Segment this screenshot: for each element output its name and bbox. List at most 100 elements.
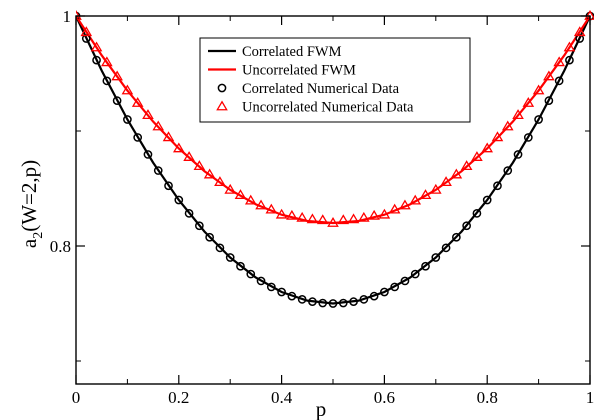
data-point-circle-2-16 — [236, 261, 245, 271]
x-tick-label: 0.8 — [477, 388, 498, 407]
data-point-triangle-3-18 — [255, 199, 267, 210]
data-point-triangle-3-35 — [429, 183, 442, 194]
data-point-triangle-3-21 — [286, 209, 298, 220]
data-point-triangle-3-24 — [316, 214, 329, 225]
data-point-circle-2-46 — [544, 96, 554, 105]
x-tick-label: 0.2 — [168, 388, 189, 407]
data-point-circle-2-32 — [400, 276, 410, 286]
x-tick-label: 0.4 — [271, 388, 293, 407]
data-point-triangle-3-17 — [244, 194, 257, 205]
data-point-triangle-3-10 — [172, 142, 185, 153]
data-point-triangle-3-47 — [553, 56, 565, 67]
data-point-circle-2-38 — [462, 221, 471, 231]
data-point-triangle-3-29 — [368, 209, 380, 220]
data-point-circle-2-4 — [112, 96, 122, 105]
data-point-circle-2-20 — [277, 287, 286, 297]
data-point-circle-2-26 — [338, 298, 348, 308]
y-tick-label: 1 — [63, 7, 72, 26]
data-point-triangle-3-20 — [275, 208, 288, 219]
data-point-circle-2-21 — [287, 291, 297, 301]
data-point-circle-2-10 — [174, 195, 184, 205]
data-point-triangle-3-11 — [183, 151, 195, 161]
data-point-circle-2-30 — [380, 287, 389, 297]
data-point-triangle-3-37 — [450, 168, 463, 179]
data-point-triangle-3-23 — [306, 213, 319, 224]
data-point-circle-2-48 — [565, 55, 574, 65]
data-point-circle-2-13 — [205, 232, 214, 242]
x-axis-label: p — [316, 397, 327, 420]
data-point-triangle-3-14 — [214, 176, 226, 187]
legend-swatch-triangle — [216, 100, 228, 111]
data-point-triangle-3-22 — [296, 211, 308, 222]
data-point-circle-2-41 — [493, 181, 502, 191]
data-point-circle-2-7 — [143, 150, 153, 159]
data-point-circle-2-27 — [349, 297, 358, 307]
x-tick-label: 0.6 — [374, 388, 395, 407]
data-point-circle-2-3 — [102, 76, 112, 86]
y-tick-label: 0.8 — [50, 237, 71, 256]
data-point-triangle-3-49 — [573, 26, 586, 37]
data-point-triangle-3-5 — [121, 84, 134, 95]
series-line-0 — [76, 15, 591, 305]
data-point-triangle-3-45 — [532, 84, 545, 95]
data-point-circle-2-47 — [554, 76, 564, 86]
data-point-circle-2-19 — [266, 282, 276, 292]
axes-layer: 0 0.2 0.4 0.6 0.8 1 0.8 1 p a2(W=2,p) — [17, 7, 594, 420]
data-point-circle-2-45 — [534, 115, 543, 124]
y-axis-label-rest: (W=2,p) — [17, 160, 41, 232]
data-point-circle-2-6 — [133, 133, 143, 142]
data-point-triangle-3-3 — [101, 56, 113, 67]
data-point-triangle-3-1 — [80, 26, 93, 37]
data-point-triangle-3-19 — [265, 203, 278, 214]
legend-label-0: Correlated FWM — [242, 44, 342, 60]
data-point-triangle-3-6 — [131, 97, 144, 107]
data-point-circle-2-18 — [256, 276, 266, 286]
data-point-triangle-3-9 — [162, 131, 175, 142]
data-point-circle-2-5 — [123, 115, 132, 124]
data-point-circle-2-17 — [246, 269, 256, 279]
data-point-circle-2-29 — [369, 291, 379, 301]
data-point-triangle-3-27 — [347, 213, 360, 224]
data-point-circle-2-31 — [390, 282, 400, 292]
legend-label-1: Uncorrelated FWM — [242, 63, 356, 79]
data-point-circle-2-22 — [297, 295, 307, 304]
data-point-triangle-3-40 — [481, 142, 494, 153]
data-point-triangle-3-2 — [90, 41, 103, 52]
data-point-circle-2-34 — [421, 261, 430, 271]
data-point-circle-2-12 — [195, 221, 204, 231]
data-point-circle-2-37 — [452, 232, 461, 242]
series-line-1 — [76, 15, 591, 225]
data-point-triangle-3-7 — [142, 109, 154, 119]
y-axis-label-sub: 2 — [31, 232, 46, 239]
y-axis-label-main: a — [17, 238, 41, 248]
data-point-triangle-3-30 — [378, 208, 391, 219]
data-point-triangle-3-0 — [76, 10, 82, 20]
data-point-circle-2-2 — [92, 55, 101, 65]
data-point-circle-2-28 — [359, 295, 369, 304]
data-point-circle-2-23 — [308, 297, 317, 307]
data-point-triangle-3-39 — [471, 151, 483, 161]
legend-label-3: Uncorrelated Numerical Data — [242, 100, 414, 116]
data-point-triangle-3-42 — [501, 120, 514, 131]
x-tick-label: 0 — [72, 388, 81, 407]
data-point-circle-2-15 — [225, 253, 235, 262]
data-point-triangle-3-12 — [193, 160, 206, 171]
data-point-circle-2-40 — [482, 195, 492, 205]
data-point-circle-2-42 — [503, 166, 513, 175]
data-point-triangle-3-41 — [491, 131, 504, 142]
data-point-circle-2-43 — [513, 150, 523, 159]
data-point-triangle-3-15 — [224, 183, 237, 194]
data-point-circle-2-9 — [164, 181, 173, 191]
data-point-circle-2-11 — [184, 208, 194, 218]
data-point-triangle-3-31 — [388, 203, 401, 214]
data-point-triangle-3-48 — [563, 41, 576, 52]
legend-swatch-circle — [217, 83, 227, 93]
legend-label-2: Correlated Numerical Data — [242, 81, 400, 97]
data-point-triangle-3-26 — [337, 214, 350, 225]
legend: Correlated FWM Uncorrelated FWM Correlated… — [199, 37, 471, 123]
data-point-triangle-3-36 — [440, 176, 452, 187]
data-point-triangle-3-13 — [203, 168, 216, 179]
legend-box — [199, 37, 471, 123]
data-point-circle-2-39 — [472, 208, 482, 218]
data-point-circle-2-24 — [318, 298, 328, 308]
